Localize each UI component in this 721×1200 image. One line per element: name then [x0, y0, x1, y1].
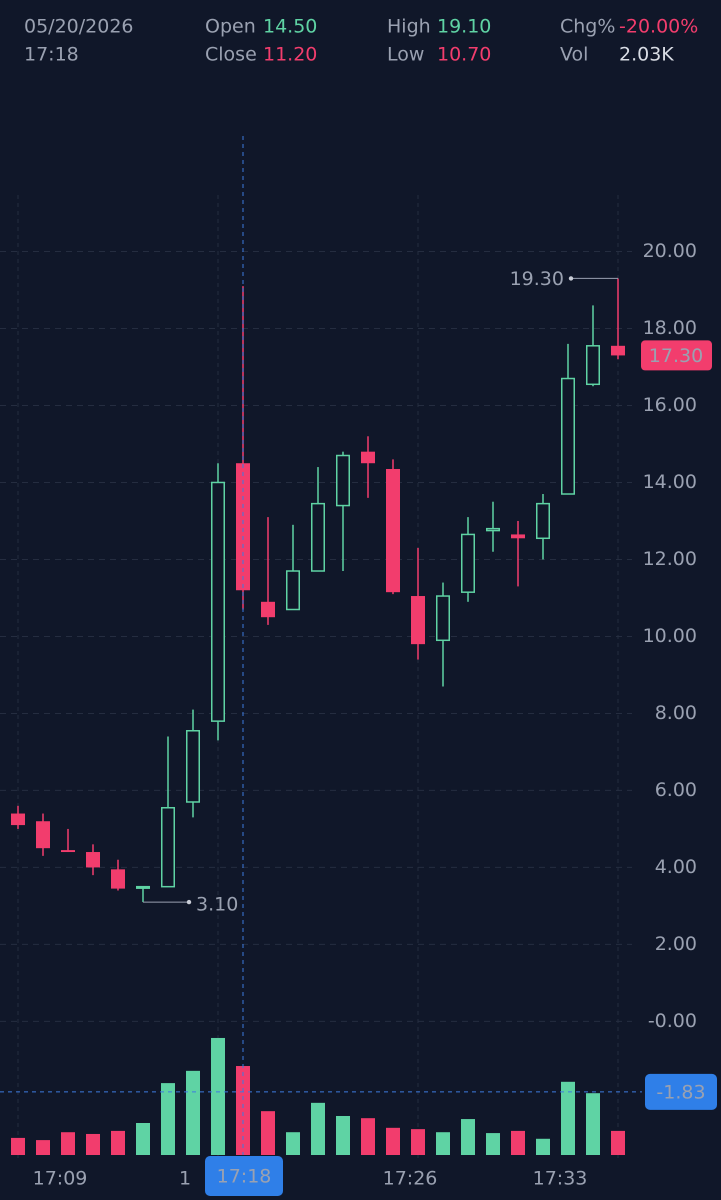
volume-bar — [586, 1093, 600, 1155]
y-tick-label: 16.00 — [643, 394, 697, 416]
crosshair-time-label: 17:18 — [217, 1166, 272, 1188]
y-tick-label: 2.00 — [655, 933, 697, 955]
candle-body — [186, 730, 200, 803]
open-label: Open — [205, 16, 256, 38]
candle-body — [611, 345, 625, 356]
y-tick-label: 14.00 — [643, 471, 697, 493]
volume-bar — [261, 1111, 275, 1155]
candle-body — [61, 850, 75, 853]
y-tick-label: 12.00 — [643, 548, 697, 570]
y-tick-label: 4.00 — [655, 856, 697, 878]
candle-body — [436, 595, 450, 642]
y-tick-label: 6.00 — [655, 779, 697, 801]
candle-body — [161, 807, 175, 888]
y-tick-label: 10.00 — [643, 625, 697, 647]
min-dot — [186, 899, 192, 905]
crosshair-value-tag — [645, 1073, 717, 1110]
volume-bar — [111, 1130, 125, 1155]
volume-bar — [336, 1115, 350, 1155]
volume-bar — [36, 1140, 50, 1155]
last-price-label: 17.30 — [649, 345, 703, 367]
candle-body — [536, 502, 550, 540]
header: 05/20/2026 17:18 Open 14.50 Close 11.20 … — [24, 16, 698, 66]
max-dot — [568, 276, 574, 281]
low-label: Low — [387, 44, 424, 66]
candle-body — [211, 481, 225, 722]
candle-body — [261, 601, 275, 618]
candle-body — [511, 534, 525, 539]
candle-body — [461, 533, 475, 593]
min-label: 3.10 — [196, 894, 238, 916]
volume-bar — [461, 1119, 475, 1155]
time: 17:18 — [24, 44, 79, 66]
candle-body — [386, 468, 400, 593]
crosshair-value-label: -1.83 — [656, 1081, 705, 1103]
candle-body — [136, 885, 150, 889]
candle-body — [586, 345, 600, 386]
open-value: 14.50 — [263, 16, 317, 38]
volume-bar — [186, 1070, 200, 1155]
volume-bar — [536, 1138, 550, 1155]
y-tick-label: 20.00 — [643, 240, 697, 262]
candle-body — [111, 869, 125, 889]
candle-body — [486, 527, 500, 532]
volume-bar — [136, 1123, 150, 1155]
close-value: 11.20 — [263, 44, 317, 66]
volume-bar — [211, 1037, 225, 1155]
volume-label: Vol — [560, 44, 588, 66]
last-price-tag — [641, 340, 712, 371]
volume-bar — [511, 1130, 525, 1155]
candle-body — [336, 454, 350, 507]
y-tick-label: 18.00 — [643, 317, 697, 339]
volume-bar — [361, 1118, 375, 1155]
candle-body — [311, 502, 325, 572]
volume-value: 2.03K — [619, 44, 674, 66]
high-label: High — [387, 16, 431, 38]
low-value: 10.70 — [437, 44, 491, 66]
candle-body — [361, 451, 375, 464]
volume-bar — [386, 1127, 400, 1155]
crosshair-time-tag — [205, 1156, 283, 1196]
volume-bar — [286, 1132, 300, 1155]
volume-bar — [486, 1133, 500, 1155]
candle-body — [11, 813, 25, 826]
change-value: -20.00% — [619, 16, 698, 38]
candle-body — [86, 852, 100, 868]
y-tick-label: 8.00 — [655, 702, 697, 724]
candle-body — [286, 570, 300, 611]
close-label: Close — [205, 44, 257, 66]
volume-bar — [86, 1133, 100, 1155]
volume-bar — [561, 1081, 575, 1155]
volume-bar — [11, 1137, 25, 1155]
x-tick-label: 17:09 — [33, 1168, 88, 1190]
x-tick-label: 17:26 — [383, 1168, 438, 1190]
candle-body — [561, 377, 575, 495]
high-value: 19.10 — [437, 16, 491, 38]
y-tick-label: -0.00 — [648, 1010, 697, 1032]
candle-body — [236, 463, 250, 591]
candle-body — [36, 821, 50, 849]
x-tick-label: 17:33 — [533, 1168, 588, 1190]
volume-bar — [436, 1132, 450, 1155]
candle-body — [411, 596, 425, 645]
volume-bar — [311, 1102, 325, 1155]
volume-bar — [611, 1130, 625, 1155]
change-label: Chg% — [560, 16, 615, 38]
date: 05/20/2026 — [24, 16, 134, 38]
max-label: 19.30 — [510, 268, 564, 290]
volume-bar — [61, 1132, 75, 1155]
x-tick-label: 1 — [179, 1168, 191, 1190]
volume-bar — [411, 1129, 425, 1155]
volume-bar — [161, 1083, 175, 1155]
volume-bar — [236, 1066, 250, 1155]
